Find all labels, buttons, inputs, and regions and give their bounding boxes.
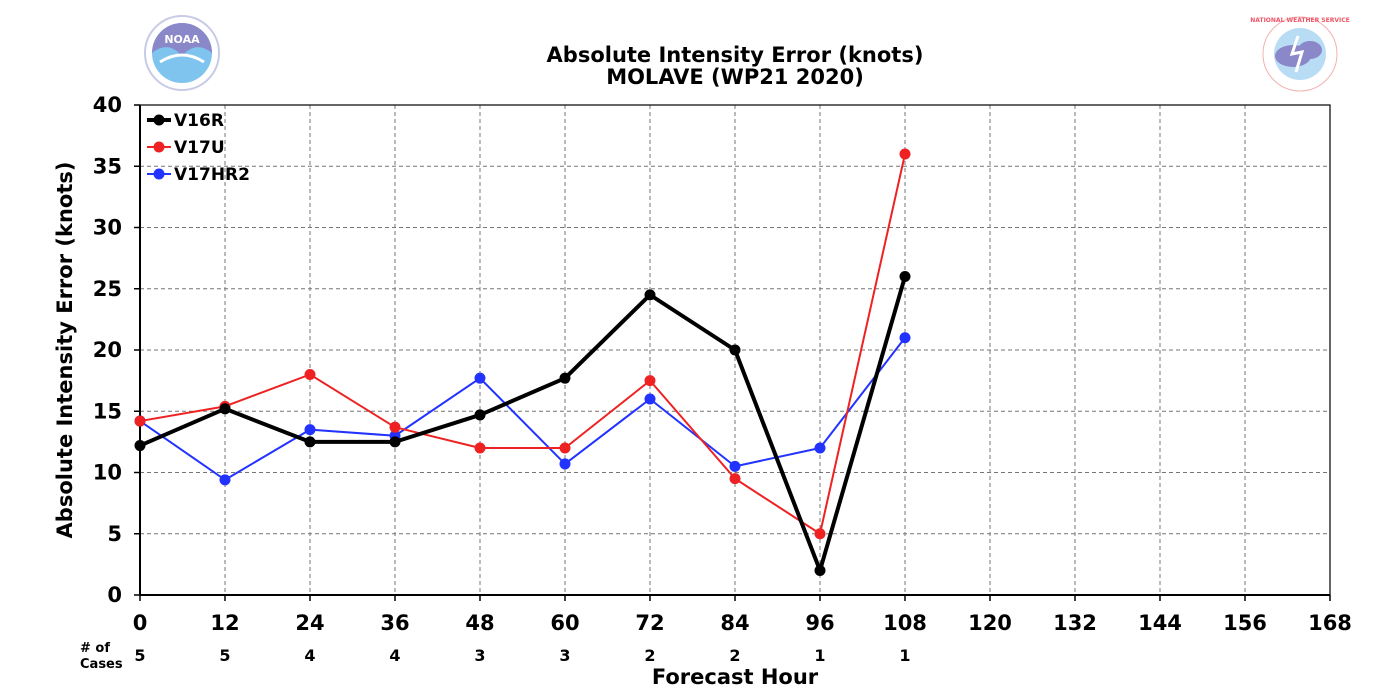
legend: V16R V17U V17HR2	[147, 111, 250, 185]
data-point-v17u	[389, 421, 401, 433]
nws-logo-icon: NATIONAL WEATHER SERVICE	[1250, 16, 1350, 92]
data-point-v17u	[559, 442, 571, 454]
data-point-v16r	[899, 271, 911, 282]
x-tick-label: 156	[1223, 611, 1267, 635]
data-point-v16r	[814, 565, 826, 576]
x-tick-label: 168	[1308, 611, 1352, 635]
x-tick-label: 96	[805, 611, 834, 635]
x-tick-label: 24	[295, 611, 324, 635]
legend-marker-v16r	[153, 114, 165, 126]
data-point-v17u	[899, 148, 911, 160]
x-tick-label: 72	[635, 611, 664, 635]
data-point-v17u	[304, 369, 316, 380]
x-tick-label: 48	[465, 611, 494, 635]
data-point-v16r	[219, 403, 231, 415]
data-point-v17u	[644, 375, 656, 387]
series-lines	[134, 148, 911, 576]
data-point-v16r	[644, 289, 656, 301]
chart-subtitle: MOLAVE (WP21 2020)	[606, 65, 864, 89]
data-point-v17hr2	[219, 474, 231, 486]
data-point-v16r	[559, 372, 571, 384]
x-tick-label: 84	[720, 611, 749, 635]
noaa-logo-text: NOAA	[164, 33, 200, 46]
data-point-v17hr2	[304, 424, 316, 436]
case-count: 5	[219, 646, 230, 665]
data-point-v17u	[814, 528, 826, 540]
nws-logo-text: NATIONAL WEATHER SERVICE	[1250, 17, 1349, 24]
case-count: 4	[304, 646, 315, 665]
data-point-v16r	[304, 436, 316, 448]
series-line-v16r	[139, 275, 907, 573]
chart-title: Absolute Intensity Error (knots)	[547, 43, 924, 67]
x-tick-labels: 0 12 24 36 48 60 72 84 96 108 120 132 144 156 168	[133, 611, 1352, 635]
plot-grid	[134, 104, 1331, 601]
case-count: 2	[644, 646, 655, 665]
case-count: 1	[899, 646, 910, 665]
data-point-v17hr2	[474, 372, 486, 384]
case-count: 5	[134, 646, 145, 665]
y-tick-labels: 0 5 10 15 20 25 30 35 40	[93, 93, 122, 607]
x-tick-label: 0	[133, 611, 148, 635]
data-point-v17hr2	[899, 332, 911, 344]
data-point-v16r	[389, 436, 401, 448]
case-count: 3	[559, 646, 570, 665]
x-tick-label: 60	[550, 611, 579, 635]
y-tick-label: 10	[93, 461, 122, 485]
x-tick-label: 132	[1053, 611, 1097, 635]
data-point-v17u	[134, 415, 146, 427]
legend-label-v17hr2: V17HR2	[174, 165, 250, 185]
data-point-v17hr2	[644, 393, 656, 405]
case-count: 1	[814, 646, 825, 665]
case-count: 2	[729, 646, 740, 665]
data-point-v17u	[474, 442, 486, 454]
x-axis-label: Forecast Hour	[652, 665, 819, 689]
y-tick-label: 35	[93, 154, 122, 178]
case-count: 4	[389, 646, 400, 665]
y-tick-label: 20	[93, 338, 122, 362]
data-point-v17u	[729, 473, 741, 485]
x-tick-label: 120	[968, 611, 1012, 635]
x-tick-label: 36	[380, 611, 409, 635]
data-point-v17hr2	[729, 460, 741, 472]
data-point-v16r	[134, 440, 146, 452]
case-counts: 5 5 4 4 3 3 2 2 1 1	[134, 646, 910, 665]
x-tick-label: 144	[1138, 611, 1182, 635]
legend-marker-v17hr2	[153, 168, 165, 180]
y-tick-label: 0	[107, 583, 122, 607]
cases-label-line2: Cases	[80, 657, 123, 672]
legend-label-v17u: V17U	[174, 138, 225, 158]
y-tick-label: 40	[93, 93, 122, 117]
noaa-logo-icon: NOAA	[144, 15, 220, 91]
series-line-v17hr2	[139, 337, 906, 481]
data-point-v16r	[729, 344, 741, 356]
x-tick-label: 108	[883, 611, 927, 635]
x-tick-label: 12	[210, 611, 239, 635]
legend-marker-v17u	[153, 141, 165, 153]
y-tick-label: 15	[93, 399, 122, 423]
case-count: 3	[474, 646, 485, 665]
y-axis-label: Absolute Intensity Error (knots)	[53, 162, 77, 539]
y-tick-label: 25	[93, 277, 122, 301]
y-tick-label: 30	[93, 216, 122, 240]
data-point-v16r	[474, 409, 486, 421]
data-point-v17hr2	[814, 442, 826, 454]
series-line-v17u	[139, 153, 906, 535]
data-point-v17hr2	[559, 458, 571, 470]
y-tick-label: 5	[107, 522, 122, 546]
cases-label-line1: # of	[80, 641, 110, 656]
legend-label-v16r: V16R	[174, 111, 224, 131]
